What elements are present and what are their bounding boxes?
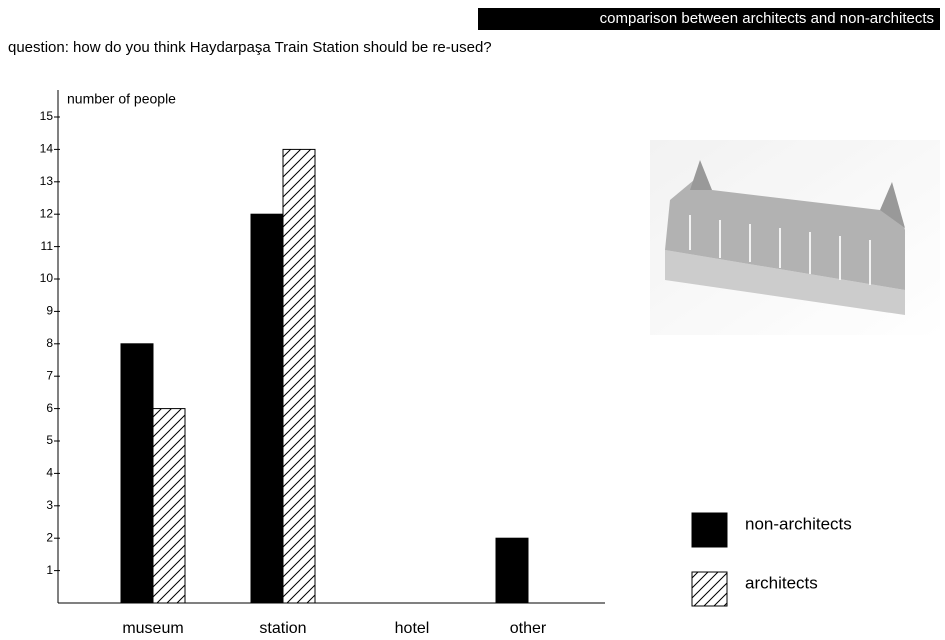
chart-subtitle: comparison between architects and non-ar… [600, 10, 934, 27]
legend-label: architects [745, 573, 818, 592]
x-tick-label: hotel [395, 620, 430, 637]
legend-swatch [692, 572, 727, 606]
y-tick-label: 4 [46, 466, 53, 480]
y-tick-label: 6 [46, 401, 53, 415]
station-picture [650, 140, 940, 335]
y-tick-label: 8 [46, 336, 53, 350]
bar [251, 214, 283, 603]
y-tick-label: 14 [40, 142, 54, 156]
x-tick-label: museum [122, 620, 183, 637]
legend-swatch [692, 513, 727, 547]
bar [121, 344, 153, 603]
y-tick-label: 11 [41, 239, 54, 253]
y-tick-label: 9 [46, 304, 53, 318]
y-tick-label: 13 [40, 174, 54, 188]
y-tick-label: 5 [46, 433, 53, 447]
y-tick-label: 1 [46, 563, 53, 577]
chart: comparison between architects and non-ar… [0, 0, 945, 640]
x-tick-label: station [259, 620, 306, 637]
y-axis-label: number of people [67, 91, 176, 107]
y-tick-label: 2 [46, 530, 53, 544]
chart-title: question: how do you think Haydarpaşa Tr… [8, 39, 492, 56]
bar [153, 409, 185, 603]
y-tick-label: 15 [40, 109, 54, 123]
x-tick-label: other [510, 620, 547, 637]
legend-label: non-architects [745, 514, 852, 533]
y-tick-label: 12 [40, 206, 54, 220]
y-tick-label: 10 [40, 271, 54, 285]
bar [283, 149, 315, 603]
y-tick-label: 7 [46, 368, 53, 382]
bar [496, 538, 528, 603]
y-tick-label: 3 [46, 498, 53, 512]
